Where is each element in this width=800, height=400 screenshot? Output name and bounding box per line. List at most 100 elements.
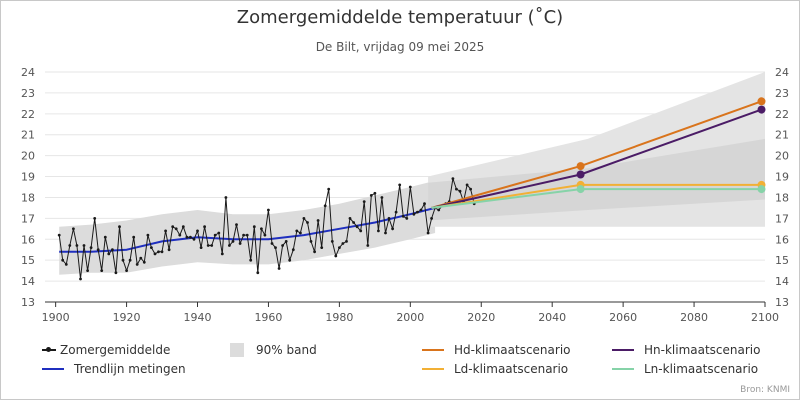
x-tick-label: 1980 [325,311,353,324]
observed-point [224,196,228,199]
observed-point [217,231,221,235]
observed-point [309,240,313,243]
y-tick-label-left: 22 [21,108,35,121]
y-tick-label-right: 15 [775,254,789,267]
observed-point [384,231,387,235]
observed-point [352,221,355,224]
x-tick-label: 2080 [680,311,708,324]
observed-point [185,235,189,239]
y-tick-label-left: 23 [21,87,35,100]
observed-point [313,250,316,254]
observed-point [323,204,327,208]
observed-point [419,208,423,212]
observed-point [348,217,352,220]
observed-point [458,189,462,193]
observed-point [362,200,366,204]
observed-point [157,250,160,254]
observed-point [72,227,75,231]
observed-point [103,235,107,239]
observed-point [242,233,246,237]
y-tick-label-right: 19 [775,171,789,184]
legend-symbol-Ln [610,361,640,377]
band-scenario-inner [428,138,765,221]
legend-symbol-Hd [420,342,450,358]
legend-item-Ln[interactable]: Ln-klimaatscenario [610,361,758,377]
observed-point [281,244,284,247]
observed-point [167,248,171,252]
y-tick-label-right: 16 [775,233,789,246]
observed-point [178,233,182,237]
legend-item-Ld[interactable]: Ld-klimaatscenario [420,361,568,377]
observed-point [235,223,238,227]
source-credit: Bron: KNMI [740,385,790,395]
observed-point [118,225,121,229]
observed-point [114,271,118,275]
legend-item-observed[interactable]: Zomergemiddelde [40,342,170,358]
observed-point [196,229,199,233]
observed-point [377,229,380,233]
observed-point [245,233,249,237]
x-tick-label: 2060 [609,311,637,324]
scenario-point-Hd [576,162,585,171]
observed-point [61,258,65,262]
observed-point [199,246,203,250]
observed-point [338,246,341,250]
legend-symbol-Ld [420,361,450,377]
observed-point [249,258,253,262]
y-tick-label-right: 13 [775,296,789,309]
observed-point [437,208,441,212]
observed-point [174,227,178,231]
observed-point [426,231,430,235]
y-tick-label-left: 21 [21,129,35,142]
observed-point [125,269,128,272]
observed-point [288,258,292,262]
observed-point [405,217,409,220]
observed-point [291,248,295,252]
y-tick-label-right: 24 [775,66,789,79]
observed-point [416,210,419,214]
observed-point [220,252,224,256]
observed-point [330,240,334,243]
observed-point [401,214,405,218]
observed-point [164,229,168,233]
observed-point [284,240,288,243]
legend-item-trend[interactable]: Trendlijn metingen [40,361,186,377]
observed-point [231,240,235,243]
scenario-group [431,97,766,209]
y-tick-label-left: 24 [21,66,35,79]
legend-item-Hd[interactable]: Hd-klimaatscenario [420,342,571,358]
observed-point [391,227,394,231]
observed-point [327,187,331,191]
trend-line [59,206,436,253]
observed-point [267,208,270,212]
x-tick-label: 2100 [751,311,779,324]
observed-point [150,246,153,250]
observed-point [89,246,93,250]
legend-item-band[interactable]: 90% band [230,342,317,358]
x-tick-label: 2040 [538,311,566,324]
y-tick-label-left: 13 [21,296,35,309]
observed-point [181,225,185,229]
observed-point [398,183,402,187]
legend-label-Ld: Ld-klimaatscenario [454,362,569,376]
y-tick-label-right: 22 [775,108,789,121]
observed-point [455,187,458,191]
observed-point [57,233,61,237]
x-tick-label: 1900 [42,311,70,324]
observed-point [206,244,210,247]
chart-title: Zomergemiddelde temperatuur (˚C) [236,7,564,28]
observed-point [394,210,398,214]
observed-point [277,267,281,270]
observed-point [86,269,89,272]
legend-item-Hn[interactable]: Hn-klimaatscenario [610,342,760,358]
observed-point [380,196,384,199]
observed-point [469,187,472,191]
observed-point [465,183,469,187]
y-tick-label-left: 14 [21,275,35,288]
x-tick-label: 2000 [396,311,424,324]
observed-point [334,254,338,258]
observed-point [96,248,100,252]
observed-point [430,217,433,220]
observed-point [142,260,146,264]
